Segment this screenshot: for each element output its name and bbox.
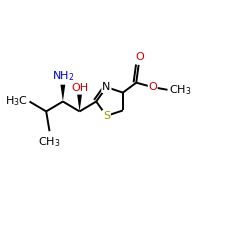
Text: N: N: [102, 82, 110, 92]
Text: O: O: [136, 52, 144, 62]
Polygon shape: [77, 94, 82, 112]
Polygon shape: [60, 85, 65, 102]
Text: S: S: [103, 111, 110, 121]
Text: OH: OH: [71, 82, 88, 92]
Text: CH$_3$: CH$_3$: [38, 136, 61, 149]
Text: CH$_3$: CH$_3$: [169, 83, 192, 97]
Text: H$_3$C: H$_3$C: [6, 94, 28, 108]
Text: O: O: [148, 82, 157, 92]
Text: NH$_2$: NH$_2$: [52, 69, 74, 83]
